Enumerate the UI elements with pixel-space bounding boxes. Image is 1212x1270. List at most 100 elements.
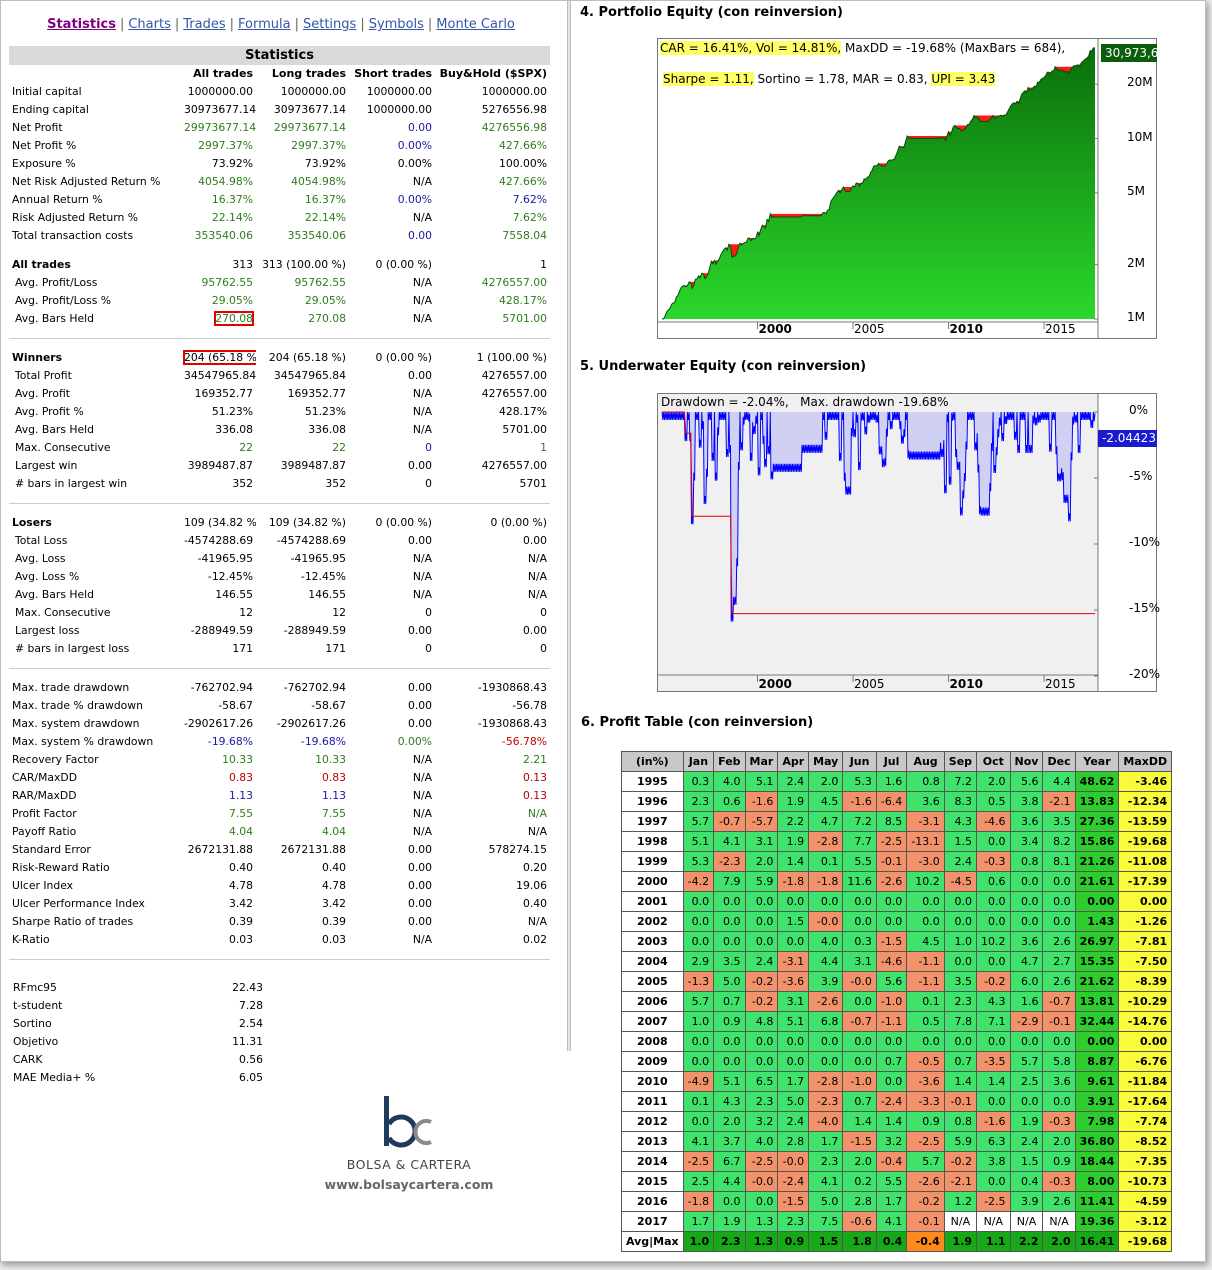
stats-row-label: Profit Factor [12, 807, 77, 820]
stats-value: 2997.37% [198, 139, 253, 152]
stats-value: 1 (100.00 %) [476, 351, 547, 364]
profit-cell: 3.9 [1009, 1191, 1044, 1212]
stats-value: -762702.94 [283, 681, 346, 694]
profit-cell: -0.3 [976, 851, 1011, 872]
panel-splitter[interactable] [567, 1, 571, 1051]
stats-value: N/A [412, 753, 432, 766]
stats-row: Recovery Factor 10.33 10.33 N/A 2.21 [9, 751, 550, 769]
stats-row-label: Ulcer Performance Index [12, 897, 145, 910]
profit-cell: 0.0 [976, 911, 1011, 932]
profit-avg-cell: 2.0 [1042, 1231, 1076, 1252]
stats-value: -4574288.69 [276, 534, 346, 547]
stats-row-label: Largest win [15, 459, 78, 472]
stats-value: 4.78 [321, 879, 346, 892]
stats-value: 22.14% [211, 211, 253, 224]
profit-cell: 0.3 [842, 931, 877, 952]
stats-row: RAR/MaxDD 1.13 1.13 N/A 0.13 [9, 787, 550, 805]
profit-cell: 0.5 [976, 791, 1011, 812]
profit-cell: 2.7 [1042, 951, 1076, 972]
profit-cell: -0.0 [744, 1171, 779, 1192]
equity-y-tick: 10M [1127, 129, 1153, 144]
stats-value: -19.68% [207, 735, 253, 748]
stats-value: 3.42 [321, 897, 346, 910]
profit-row: 1998 5.1 4.1 3.1 1.9 -2.8 7.7 -2.5 -13.1 1.5 0.0 3.… [621, 831, 1173, 852]
profit-cell: 21.61 [1074, 871, 1120, 892]
profit-cell: 8.3 [943, 791, 978, 812]
profit-year: 2017 [621, 1211, 684, 1232]
stats-row: Winners 204 (65.18 %) 204 (65.18 %) 0 (0.00… [9, 349, 550, 367]
extra-metric-label: t-student [13, 999, 63, 1012]
stats-value: 95762.55 [201, 276, 253, 289]
stats-separator [9, 949, 550, 960]
profit-cell: 4.0 [808, 931, 844, 952]
profit-cell: 2.6 [1042, 971, 1076, 992]
stats-value: 34547965.84 [184, 369, 256, 382]
stats-value: -41965.95 [290, 552, 346, 565]
profit-cell: 4.7 [1009, 951, 1044, 972]
profit-cell: 11.6 [842, 871, 877, 892]
nav-link-symbols[interactable]: Symbols [368, 17, 424, 32]
stats-value: 0.00 [407, 369, 432, 382]
profit-col-header: Sep [943, 751, 978, 772]
underwater-x-tick: 2015 [1045, 677, 1076, 691]
stats-value: 29.05% [304, 294, 346, 307]
profit-cell: -1.5 [777, 1191, 810, 1212]
profit-year: 1997 [621, 811, 684, 832]
stats-value: 1000000.00 [366, 85, 432, 98]
profit-year: 2001 [621, 891, 684, 912]
stats-value: 34547965.84 [273, 369, 346, 382]
stats-value: 0.83 [321, 771, 346, 784]
stats-value: 0.39 [321, 915, 346, 928]
nav-link-charts[interactable]: Charts [128, 17, 171, 32]
stats-value: -12.45% [207, 570, 253, 583]
upi-text: UPI = 3.43 [931, 72, 996, 86]
maxdd-text: MaxDD = -19.68% (MaxBars = 684), [841, 41, 1066, 55]
stats-value: 0.00 [407, 681, 432, 694]
statistics-panel: Statistics | Charts | Trades | Formula | Setting… [1, 1, 561, 1192]
stats-value: 428.17% [498, 294, 547, 307]
profit-cell: -13.59 [1118, 811, 1173, 832]
stats-row: Ulcer Index 4.78 4.78 0.00 19.06 [9, 877, 550, 895]
profit-cell: -4.6 [976, 811, 1011, 832]
profit-cell: 1.4 [777, 851, 810, 872]
profit-cell: 5.7 [906, 1151, 945, 1172]
profit-avg-cell: 16.41 [1074, 1231, 1120, 1252]
stats-row-label: Ulcer Index [12, 879, 74, 892]
profit-cell: 5.5 [842, 851, 877, 872]
stats-row-label: Max. trade drawdown [12, 681, 130, 694]
stats-value: 10.33 [222, 753, 253, 766]
profit-col-header: Jul [875, 751, 908, 772]
stats-row-label: Avg. Profit/Loss % [15, 294, 112, 307]
stats-value: 12 [332, 606, 346, 619]
underwater-y-tick: -15% [1129, 601, 1161, 615]
stats-value: N/A [412, 789, 432, 802]
profit-cell: -7.74 [1118, 1111, 1173, 1132]
stats-value: 0.00 [407, 229, 432, 242]
profit-year: 2002 [621, 911, 684, 932]
nav-link-monte-carlo[interactable]: Monte Carlo [436, 17, 515, 32]
nav-link-settings[interactable]: Settings [302, 17, 357, 32]
stats-row: Avg. Profit % 51.23% 51.23% N/A 428.17% [9, 403, 550, 421]
equity-x-tick: 2000 [758, 322, 792, 336]
stats-value: 1 [540, 258, 547, 271]
profit-cell: 0.0 [777, 931, 810, 952]
stats-value: 427.66% [498, 175, 547, 188]
stats-value: 0 (0.00 %) [375, 258, 432, 271]
extra-metric-label: Objetivo [13, 1035, 59, 1048]
nav-link-trades[interactable]: Trades [183, 17, 226, 32]
profit-row: 2015 2.5 4.4 -0.0 -2.4 4.1 0.2 5.5 -2.6 -2.1 0.0 0.… [621, 1171, 1173, 1192]
stats-row: CAR/MaxDD 0.83 0.83 N/A 0.13 [9, 769, 550, 787]
stats-value: 2.21 [522, 753, 547, 766]
nav-link-formula[interactable]: Formula [238, 17, 291, 32]
profit-cell: 5.6 [1009, 771, 1044, 792]
profit-cell: 4.1 [682, 1131, 715, 1152]
profit-cell: 4.7 [808, 811, 844, 832]
profit-avg-cell: 2.3 [713, 1231, 746, 1252]
profit-cell: 27.36 [1074, 811, 1120, 832]
stats-value: 7.62% [512, 211, 547, 224]
stats-row: Total Profit 34547965.84 34547965.84 0.00 42… [9, 367, 550, 385]
stats-value: N/A [412, 294, 432, 307]
nav-link-statistics[interactable]: Statistics [47, 17, 116, 32]
profit-cell: -0.3 [1042, 1111, 1076, 1132]
profit-cell: 0.0 [976, 1031, 1011, 1052]
